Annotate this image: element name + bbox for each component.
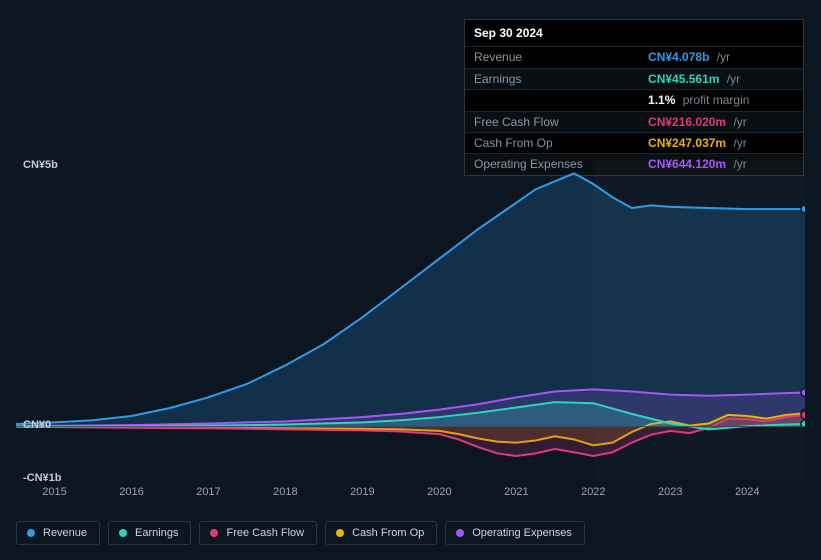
- legend-item[interactable]: Operating Expenses: [445, 521, 585, 545]
- tooltip-row-value: CN¥247.037m /yr: [639, 132, 803, 153]
- financials-chart[interactable]: [16, 160, 805, 480]
- x-tick-label: 2016: [119, 486, 143, 498]
- chart-tooltip: Sep 30 2024 RevenueCN¥4.078b /yrEarnings…: [464, 19, 804, 176]
- chart-svg: [16, 160, 805, 480]
- legend-item[interactable]: Cash From Op: [325, 521, 437, 545]
- x-tick-label: 2021: [504, 486, 528, 498]
- tooltip-table: RevenueCN¥4.078b /yrEarningsCN¥45.561m /…: [465, 46, 803, 174]
- y-tick-label: CN¥5b: [23, 159, 58, 171]
- x-tick-label: 2023: [658, 486, 682, 498]
- legend-dot-icon: [119, 529, 127, 537]
- x-tick-label: 2018: [273, 486, 297, 498]
- legend-label: Earnings: [135, 527, 178, 539]
- tooltip-row-value: 1.1% profit margin: [639, 90, 803, 111]
- tooltip-row-value: CN¥4.078b /yr: [639, 47, 803, 68]
- x-tick-label: 2019: [350, 486, 374, 498]
- legend-label: Free Cash Flow: [226, 527, 304, 539]
- tooltip-row-label: Cash From Op: [465, 132, 639, 153]
- y-tick-label: CN¥0: [23, 419, 51, 431]
- tooltip-date: Sep 30 2024: [465, 20, 803, 46]
- legend-dot-icon: [27, 529, 35, 537]
- legend-label: Operating Expenses: [472, 527, 572, 539]
- x-tick-label: 2015: [42, 486, 66, 498]
- x-tick-label: 2017: [196, 486, 220, 498]
- legend-item[interactable]: Earnings: [108, 521, 191, 545]
- legend-label: Cash From Op: [352, 527, 424, 539]
- legend-item[interactable]: Free Cash Flow: [199, 521, 317, 545]
- x-tick-label: 2020: [427, 486, 451, 498]
- legend-label: Revenue: [43, 527, 87, 539]
- tooltip-row-value: CN¥216.020m /yr: [639, 111, 803, 132]
- legend-item[interactable]: Revenue: [16, 521, 100, 545]
- tooltip-row-label: Earnings: [465, 68, 639, 89]
- legend-dot-icon: [336, 529, 344, 537]
- tooltip-row-label: Revenue: [465, 47, 639, 68]
- tooltip-row-label: Free Cash Flow: [465, 111, 639, 132]
- x-tick-label: 2022: [581, 486, 605, 498]
- y-tick-label: -CN¥1b: [23, 472, 62, 484]
- chart-legend: Revenue Earnings Free Cash Flow Cash From O…: [16, 521, 585, 545]
- x-tick-label: 2024: [735, 486, 759, 498]
- legend-dot-icon: [456, 529, 464, 537]
- tooltip-row-label: [465, 90, 639, 111]
- tooltip-row-value: CN¥45.561m /yr: [639, 68, 803, 89]
- legend-dot-icon: [210, 529, 218, 537]
